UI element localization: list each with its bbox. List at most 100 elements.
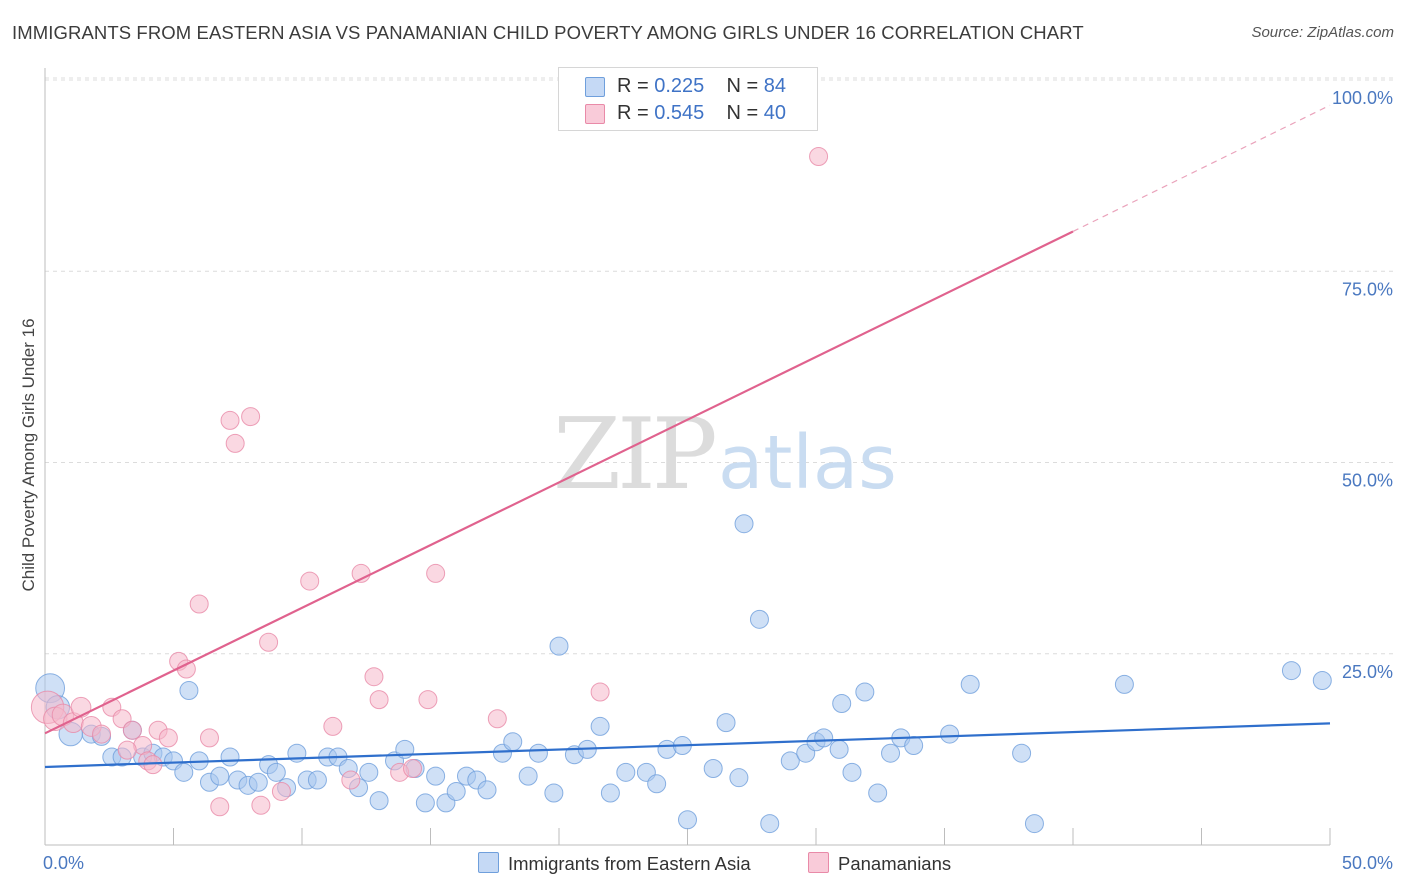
y-tick-label: 100.0% <box>1332 88 1393 108</box>
legend-r-value-blue: 0.225 <box>654 75 705 97</box>
data-point-pink <box>487 709 507 729</box>
data-point-blue <box>544 783 564 803</box>
data-point-pink <box>225 433 245 453</box>
chart-title: IMMIGRANTS FROM EASTERN ASIA VS PANAMANI… <box>12 22 1084 43</box>
data-point-pink <box>92 724 112 744</box>
data-point-blue <box>678 810 697 830</box>
data-point-pink <box>122 720 142 740</box>
data-point-blue <box>703 759 723 778</box>
series-legend-pink: Panamanians <box>808 852 951 875</box>
data-point-pink <box>70 696 92 718</box>
data-point-pink <box>403 759 423 778</box>
y-tick-label: 25.0% <box>1342 662 1393 682</box>
data-point-blue <box>729 768 749 788</box>
data-point-blue <box>369 791 389 811</box>
data-point-blue <box>842 762 862 782</box>
data-point-pink <box>271 781 291 801</box>
trend-line-pink-extension <box>1072 104 1331 233</box>
data-point-pink <box>300 571 320 591</box>
data-point-blue <box>600 783 620 803</box>
y-axis-label: Child Poverty Among Girls Under 16 <box>19 318 38 591</box>
data-point-pink <box>176 659 196 679</box>
data-point-blue <box>174 762 194 782</box>
y-tick-label: 75.0% <box>1342 279 1393 299</box>
watermark-zip: ZIP <box>553 398 715 512</box>
data-point-pink <box>418 690 438 710</box>
data-point-blue <box>1114 674 1134 694</box>
data-point-blue <box>179 680 199 700</box>
data-point-blue <box>210 766 230 786</box>
watermark: ZIP atlas <box>553 398 897 512</box>
series-legend-blue: Immigrants from Eastern Asia <box>478 852 751 875</box>
data-point-blue <box>220 747 240 767</box>
data-point-blue <box>1012 743 1032 763</box>
legend-n-label: N = <box>726 102 759 124</box>
data-point-blue <box>855 682 875 702</box>
x-tick-label-max: 50.0% <box>1342 853 1393 873</box>
legend-n-label: N = <box>726 75 759 97</box>
series-label-pink: Panamanians <box>838 853 952 874</box>
legend-r-label: R = <box>617 102 649 124</box>
data-point-pink <box>117 740 137 760</box>
data-point-blue <box>248 772 268 792</box>
data-point-pink <box>220 410 240 430</box>
legend-swatch-pink <box>585 104 605 124</box>
data-point-pink <box>323 716 343 736</box>
data-point-pink <box>369 690 389 710</box>
series-label-blue: Immigrants from Eastern Asia <box>508 853 751 874</box>
data-point-blue <box>1024 814 1044 834</box>
legend-r-value-pink: 0.545 <box>654 102 705 124</box>
series-swatch-blue <box>478 852 499 873</box>
watermark-atlas: atlas <box>718 420 897 506</box>
y-tick-label: 50.0% <box>1342 471 1393 491</box>
data-point-blue <box>904 736 924 756</box>
data-point-blue <box>780 751 800 771</box>
data-point-blue <box>359 762 379 782</box>
data-point-pink <box>364 667 384 687</box>
data-point-blue <box>749 609 769 629</box>
legend-n-value-blue: 84 <box>763 75 787 97</box>
legend-swatch-blue <box>585 77 605 97</box>
legend-r-label: R = <box>617 75 649 97</box>
data-point-blue <box>307 770 327 790</box>
data-point-blue <box>590 716 610 736</box>
data-point-blue <box>266 762 286 782</box>
data-point-pink <box>590 682 610 702</box>
data-point-blue <box>518 766 538 786</box>
grid-layer <box>45 77 1393 655</box>
data-point-pink <box>251 795 271 815</box>
data-point-pink <box>426 563 446 583</box>
axis-layer: 100.0% 75.0% 50.0% 25.0% <box>44 68 1393 846</box>
trend-layer <box>44 104 1331 769</box>
data-point-pink <box>199 728 219 748</box>
data-point-blue <box>716 713 736 733</box>
data-point-blue <box>940 724 960 744</box>
data-point-pink <box>241 407 261 427</box>
data-point-blue <box>446 781 466 801</box>
data-point-blue <box>760 814 780 834</box>
data-point-blue <box>426 766 446 786</box>
data-point-blue <box>832 693 852 713</box>
trend-line-pink <box>44 230 1074 735</box>
data-point-blue <box>881 743 901 763</box>
legend-n-value-pink: 40 <box>763 102 787 124</box>
series-swatch-pink <box>808 852 829 873</box>
data-point-blue <box>814 728 834 748</box>
correlation-legend: R = 0.225 N = 84 R = 0.545 N = 40 <box>558 67 818 131</box>
data-point-pink <box>189 594 209 614</box>
data-point-blue <box>1312 671 1332 691</box>
trend-line-blue <box>44 722 1331 769</box>
data-point-blue <box>734 514 754 534</box>
data-point-pink <box>809 147 829 166</box>
data-point-pink <box>341 770 361 790</box>
data-point-pink <box>259 632 279 652</box>
data-point-blue <box>477 780 497 800</box>
data-point-blue <box>549 636 569 656</box>
data-point-blue <box>868 783 888 803</box>
data-point-blue <box>616 762 636 782</box>
data-point-blue <box>960 674 980 694</box>
data-point-blue <box>503 732 523 752</box>
chart-source: Source: ZipAtlas.com <box>1251 24 1394 41</box>
data-point-blue <box>1281 661 1301 681</box>
